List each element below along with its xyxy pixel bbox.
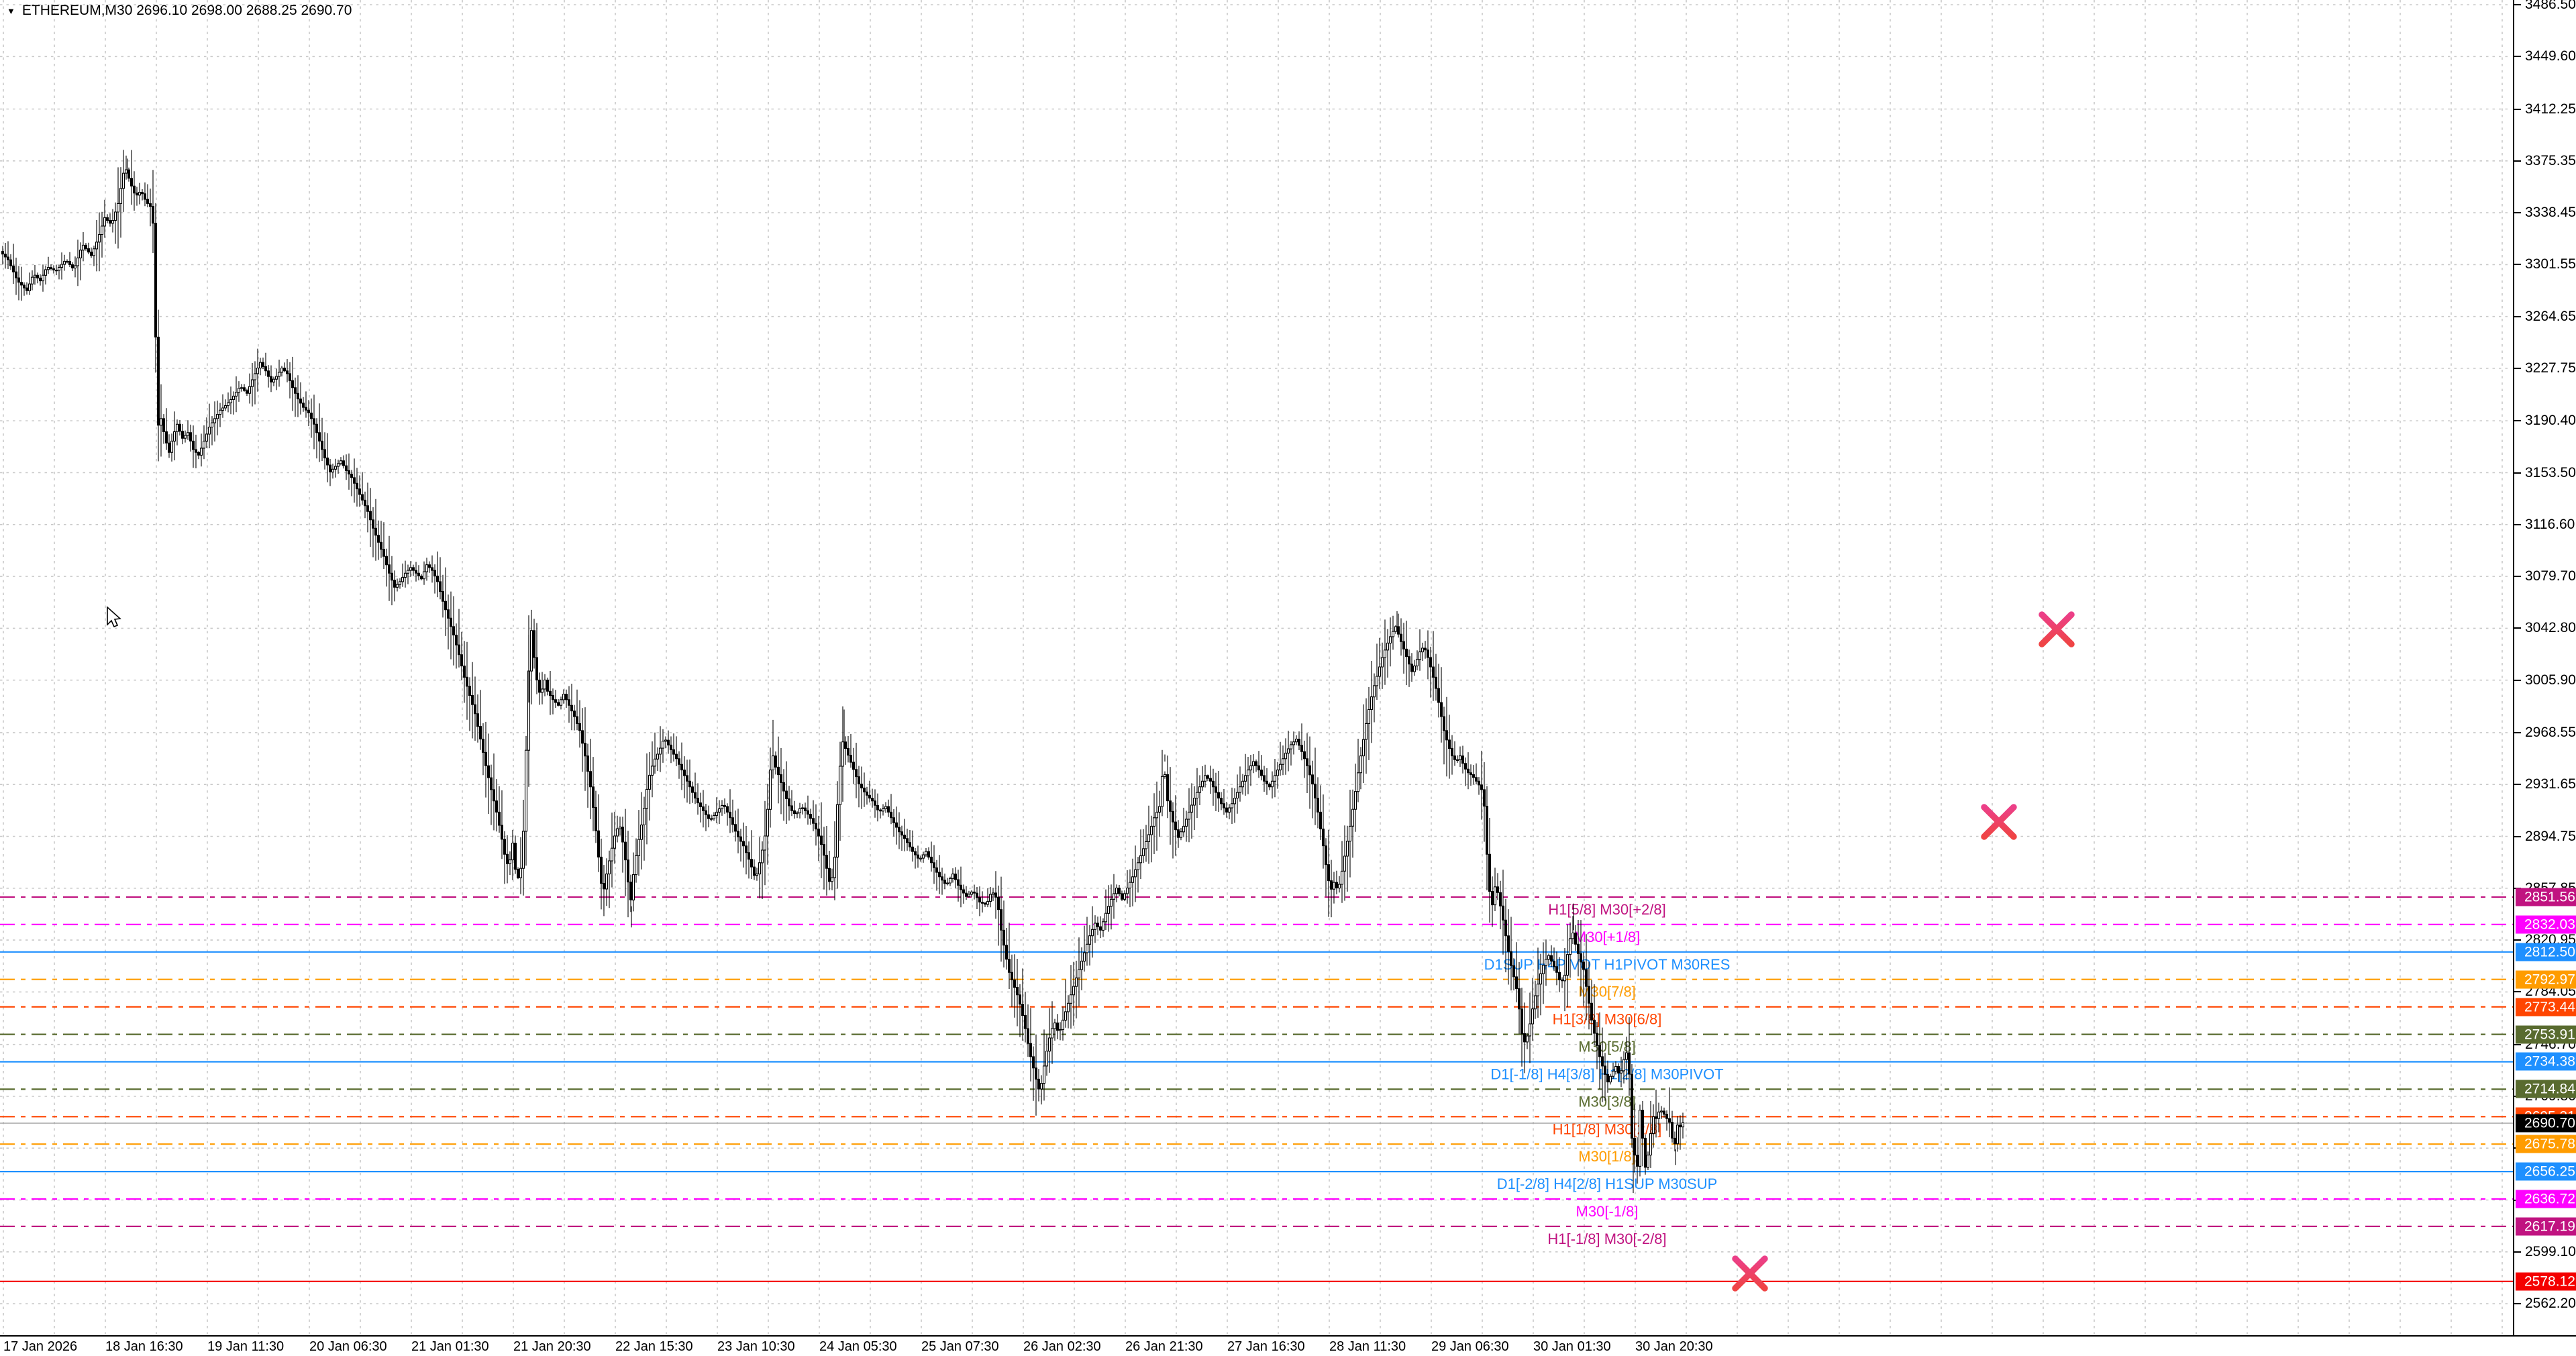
price-tick-mark [2514,1043,2521,1045]
level-label: D1[-2/8] H4[2/8] H1SUP M30SUP [1497,1176,1718,1192]
price-tick-label: 2562.20 [2525,1296,2576,1312]
time-tick-label: 26 Jan 02:30 [1023,1339,1101,1354]
level-label: M30[1/8] [1578,1148,1636,1165]
price-tick-mark [2514,108,2521,110]
time-tick-label: 27 Jan 16:30 [1227,1339,1305,1354]
price-tick-mark [2514,627,2521,629]
price-tick-mark [2514,679,2521,681]
price-tick-label: 3338.45 [2525,205,2576,221]
price-tick-label: 3449.60 [2525,48,2576,64]
price-level-badge: 2792.97 [2516,970,2576,989]
price-tick-mark [2514,784,2521,786]
price-tick-label: 3153.50 [2525,464,2576,480]
price-tick-mark [2514,4,2521,5]
price-tick-mark [2514,56,2521,58]
x-mark-icon[interactable] [1732,1255,1768,1292]
price-tick-mark [2514,315,2521,317]
price-tick-mark [2514,368,2521,369]
price-tick-mark [2514,472,2521,474]
price-tick-label: 3301.55 [2525,256,2576,272]
level-label: H1[5/8] M30[+2/8] [1548,901,1666,918]
price-tick-label: 3486.50 [2525,0,2576,12]
level-label: H1[3/8] M30[6/8] [1553,1011,1662,1028]
price-tick-mark [2514,1303,2521,1305]
time-tick-label: 19 Jan 11:30 [207,1339,285,1354]
time-tick-label: 21 Jan 01:30 [411,1339,489,1354]
time-tick-label: 23 Jan 10:30 [717,1339,795,1354]
time-tick-label: 30 Jan 01:30 [1533,1339,1611,1354]
price-level-badge: 2690.70 [2516,1114,2576,1133]
price-level-badge: 2851.56 [2516,888,2576,906]
symbol-ohlc-text: ETHEREUM,M30 2696.10 2698.00 2688.25 269… [21,3,352,18]
price-tick-label: 2968.55 [2525,724,2576,740]
price-tick-label: 3079.70 [2525,568,2576,584]
price-tick-mark [2514,731,2521,733]
price-tick-label: 3412.25 [2525,101,2576,117]
time-tick-label: 18 Jan 16:30 [105,1339,183,1354]
price-tick-mark [2514,160,2521,162]
time-tick-label: 22 Jan 15:30 [615,1339,693,1354]
price-tick-mark [2514,212,2521,214]
x-mark-icon[interactable] [1981,804,2017,840]
time-tick-label: 29 Jan 06:30 [1431,1339,1509,1354]
level-label: H1[-1/8] M30[-2/8] [1547,1231,1666,1247]
price-tick-mark [2514,264,2521,266]
chevron-down-icon[interactable]: ▼ [7,5,15,16]
price-tick-label: 2931.65 [2525,776,2576,792]
extreme-wicks [127,158,1676,1194]
price-tick-label: 3227.75 [2525,360,2576,376]
grid-lines [0,0,2511,1334]
price-tick-label: 3042.80 [2525,620,2576,636]
time-tick-label: 30 Jan 20:30 [1635,1339,1713,1354]
time-tick-label: 24 Jan 05:30 [819,1339,897,1354]
bull-candle-bodies [28,169,1685,1168]
price-level-badge: 2753.91 [2516,1025,2576,1044]
price-tick-mark [2514,991,2521,993]
x-mark-icon[interactable] [2039,611,2075,647]
time-axis[interactable]: 17 Jan 2026 18 Jan 16:30 19 Jan 11:30 20 Ja… [0,1335,2576,1356]
price-level-badge: 2714.84 [2516,1080,2576,1098]
price-tick-label: 3375.35 [2525,152,2576,168]
price-level-badge: 2812.50 [2516,943,2576,961]
time-tick-label: 25 Jan 07:30 [921,1339,999,1354]
price-level-badge: 2832.03 [2516,915,2576,934]
time-tick-label: 20 Jan 06:30 [309,1339,387,1354]
level-label: M30[3/8] [1578,1093,1636,1110]
price-level-badge: 2734.38 [2516,1052,2576,1071]
time-tick-label: 17 Jan 2026 [3,1339,78,1354]
price-tick-mark [2514,576,2521,578]
price-level-badge: 2675.78 [2516,1135,2576,1153]
price-tick-label: 3264.65 [2525,308,2576,324]
price-level-badge: 2656.25 [2516,1162,2576,1181]
price-tick-label: 3116.60 [2525,516,2575,532]
level-label: D1SUP H4PIVOT H1PIVOT M30RES [1484,956,1731,973]
price-tick-mark [2514,1251,2521,1253]
mouse-cursor-icon [107,606,121,628]
price-tick-mark [2514,835,2521,837]
price-tick-label: 3190.40 [2525,413,2576,429]
level-label: M30[+1/8] [1574,929,1640,945]
price-tick-label: 2894.75 [2525,828,2576,844]
price-tick-mark [2514,939,2521,941]
price-tick-label: 3005.90 [2525,672,2576,688]
price-level-badge: 2773.44 [2516,998,2576,1016]
price-tick-mark [2514,523,2521,525]
price-level-badge: 2578.12 [2516,1272,2576,1291]
price-level-badge: 2636.72 [2516,1190,2576,1208]
symbol-title[interactable]: ▼ ETHEREUM,M30 2696.10 2698.00 2688.25 2… [7,3,352,19]
time-tick-label: 21 Jan 20:30 [513,1339,591,1354]
time-tick-label: 28 Jan 11:30 [1329,1339,1406,1354]
price-level-badge: 2617.19 [2516,1217,2576,1236]
price-tick-label: 2599.10 [2525,1243,2576,1259]
price-axis[interactable]: 3486.50 3449.60 3412.25 3375.35 3338.45 3301.… [2513,0,2576,1335]
time-tick-label: 26 Jan 21:30 [1125,1339,1203,1354]
bear-candle-bodies [1,169,1682,1168]
level-label: M30[-1/8] [1576,1203,1639,1220]
price-tick-mark [2514,420,2521,422]
